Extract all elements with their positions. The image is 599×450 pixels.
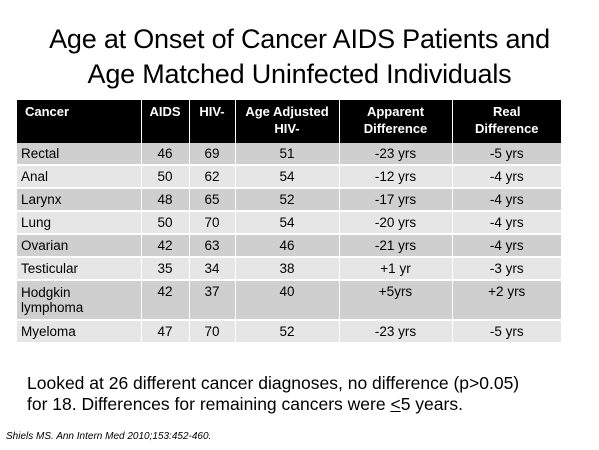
header-apparent-line-1: Apparent <box>366 104 425 119</box>
cell-age-adjusted: 52 <box>235 188 340 212</box>
summary-note-line-2-post: 5 years. <box>400 394 463 414</box>
summary-note: Looked at 26 different cancer diagnoses,… <box>27 373 597 415</box>
header-real-difference: Real Difference <box>452 100 561 143</box>
cell-hiv-negative: 70 <box>189 320 236 344</box>
cell-aids: 47 <box>141 320 190 344</box>
header-apparent-difference: Apparent Difference <box>339 100 453 143</box>
table-row: Myeloma 47 70 52 -23 yrs -5 yrs <box>17 320 561 344</box>
cell-aids: 46 <box>141 143 190 166</box>
cell-hiv-negative: 34 <box>189 257 236 281</box>
cell-cancer: Myeloma <box>17 320 142 344</box>
cell-hiv-negative: 65 <box>189 188 236 212</box>
cell-real-difference: -5 yrs <box>452 143 561 166</box>
cell-apparent-difference: -12 yrs <box>339 165 453 189</box>
header-real-line-2: Difference <box>474 121 539 136</box>
title-line-2: Age Matched Uninfected Individuals <box>87 59 512 89</box>
cell-real-difference: -3 yrs <box>452 257 561 281</box>
cell-age-adjusted: 40 <box>235 280 340 321</box>
cell-apparent-difference: -23 yrs <box>339 143 453 166</box>
summary-note-line-2-pre: for 18. Differences for remaining cancer… <box>27 394 391 414</box>
cell-age-adjusted: 38 <box>235 257 340 281</box>
cell-cancer: Rectal <box>17 143 142 166</box>
cell-apparent-difference: +1 yr <box>339 257 453 281</box>
cell-cancer: Anal <box>17 165 142 189</box>
cell-cancer: Lung <box>17 211 142 235</box>
cell-real-difference: -4 yrs <box>452 211 561 235</box>
cancer-age-table: Cancer AIDS HIV- Age Adjusted HIV- Appare… <box>17 100 561 344</box>
cell-hiv-negative: 37 <box>189 280 236 321</box>
summary-note-line-1: Looked at 26 different cancer diagnoses,… <box>27 373 520 393</box>
cell-cancer: Ovarian <box>17 234 142 258</box>
slide-title: Age at Onset of Cancer AIDS Patients and… <box>0 22 599 92</box>
cell-apparent-difference: -23 yrs <box>339 320 453 344</box>
header-cancer: Cancer <box>17 100 142 143</box>
cell-apparent-difference: -17 yrs <box>339 188 453 212</box>
header-real-line-1: Real <box>493 104 521 119</box>
table-row: Testicular 35 34 38 +1 yr -3 yrs <box>17 257 561 281</box>
table-row: Ovarian 42 63 46 -21 yrs -4 yrs <box>17 234 561 258</box>
title-line-1: Age at Onset of Cancer AIDS Patients and <box>49 24 550 54</box>
cell-aids: 35 <box>141 257 190 281</box>
table-header-row: Cancer AIDS HIV- Age Adjusted HIV- Appare… <box>17 100 561 143</box>
table-row: Hodgkin lymphoma 42 37 40 +5yrs +2 yrs <box>17 280 561 321</box>
cell-hiv-negative: 69 <box>189 143 236 166</box>
table-row: Anal 50 62 54 -12 yrs -4 yrs <box>17 165 561 189</box>
cell-age-adjusted: 54 <box>235 211 340 235</box>
cell-real-difference: -4 yrs <box>452 188 561 212</box>
cell-cancer: Larynx <box>17 188 142 212</box>
cell-real-difference: -4 yrs <box>452 165 561 189</box>
cell-hiv-negative: 62 <box>189 165 236 189</box>
cell-cancer: Testicular <box>17 257 142 281</box>
cell-apparent-difference: -21 yrs <box>339 234 453 258</box>
cell-aids: 50 <box>141 211 190 235</box>
header-apparent-line-2: Difference <box>363 121 428 136</box>
table-row: Lung 50 70 54 -20 yrs -4 yrs <box>17 211 561 235</box>
cell-real-difference: -5 yrs <box>452 320 561 344</box>
cell-apparent-difference: -20 yrs <box>339 211 453 235</box>
cell-aids: 48 <box>141 188 190 212</box>
cell-cancer-line-2: lymphoma <box>21 300 84 315</box>
cell-age-adjusted: 46 <box>235 234 340 258</box>
summary-note-line-2: for 18. Differences for remaining cancer… <box>27 394 597 415</box>
cell-age-adjusted: 54 <box>235 165 340 189</box>
less-equal-sign: < <box>390 394 401 414</box>
cell-age-adjusted: 51 <box>235 143 340 166</box>
cell-hiv-negative: 70 <box>189 211 236 235</box>
cell-aids: 42 <box>141 234 190 258</box>
table-row: Larynx 48 65 52 -17 yrs -4 yrs <box>17 188 561 212</box>
cell-cancer: Hodgkin lymphoma <box>17 280 142 321</box>
header-hiv-negative: HIV- <box>189 100 236 143</box>
cell-cancer-line-1: Hodgkin <box>21 285 71 300</box>
citation: Shiels MS. Ann Intern Med 2010;153:452-4… <box>6 431 212 442</box>
cell-aids: 42 <box>141 280 190 321</box>
header-aids: AIDS <box>141 100 190 143</box>
cell-age-adjusted: 52 <box>235 320 340 344</box>
cell-real-difference: -4 yrs <box>452 234 561 258</box>
header-age-adjusted-line-1: Age Adjusted <box>245 104 329 119</box>
cell-aids: 50 <box>141 165 190 189</box>
cell-real-difference: +2 yrs <box>452 280 561 321</box>
header-age-adjusted: Age Adjusted HIV- <box>235 100 340 143</box>
table-row: Rectal 46 69 51 -23 yrs -5 yrs <box>17 143 561 166</box>
cell-hiv-negative: 63 <box>189 234 236 258</box>
header-age-adjusted-line-2: HIV- <box>274 121 300 136</box>
cell-apparent-difference: +5yrs <box>339 280 453 321</box>
